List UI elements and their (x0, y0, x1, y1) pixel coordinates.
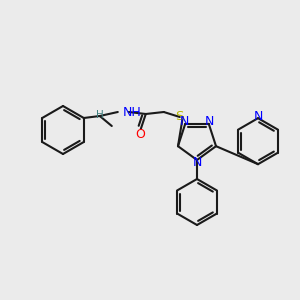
Text: N: N (192, 155, 202, 169)
Text: N: N (253, 110, 263, 123)
Text: S: S (176, 110, 184, 124)
Text: H: H (96, 110, 104, 120)
Text: N: N (180, 115, 189, 128)
Text: N: N (205, 115, 214, 128)
Text: O: O (135, 128, 145, 142)
Text: NH: NH (123, 106, 142, 118)
